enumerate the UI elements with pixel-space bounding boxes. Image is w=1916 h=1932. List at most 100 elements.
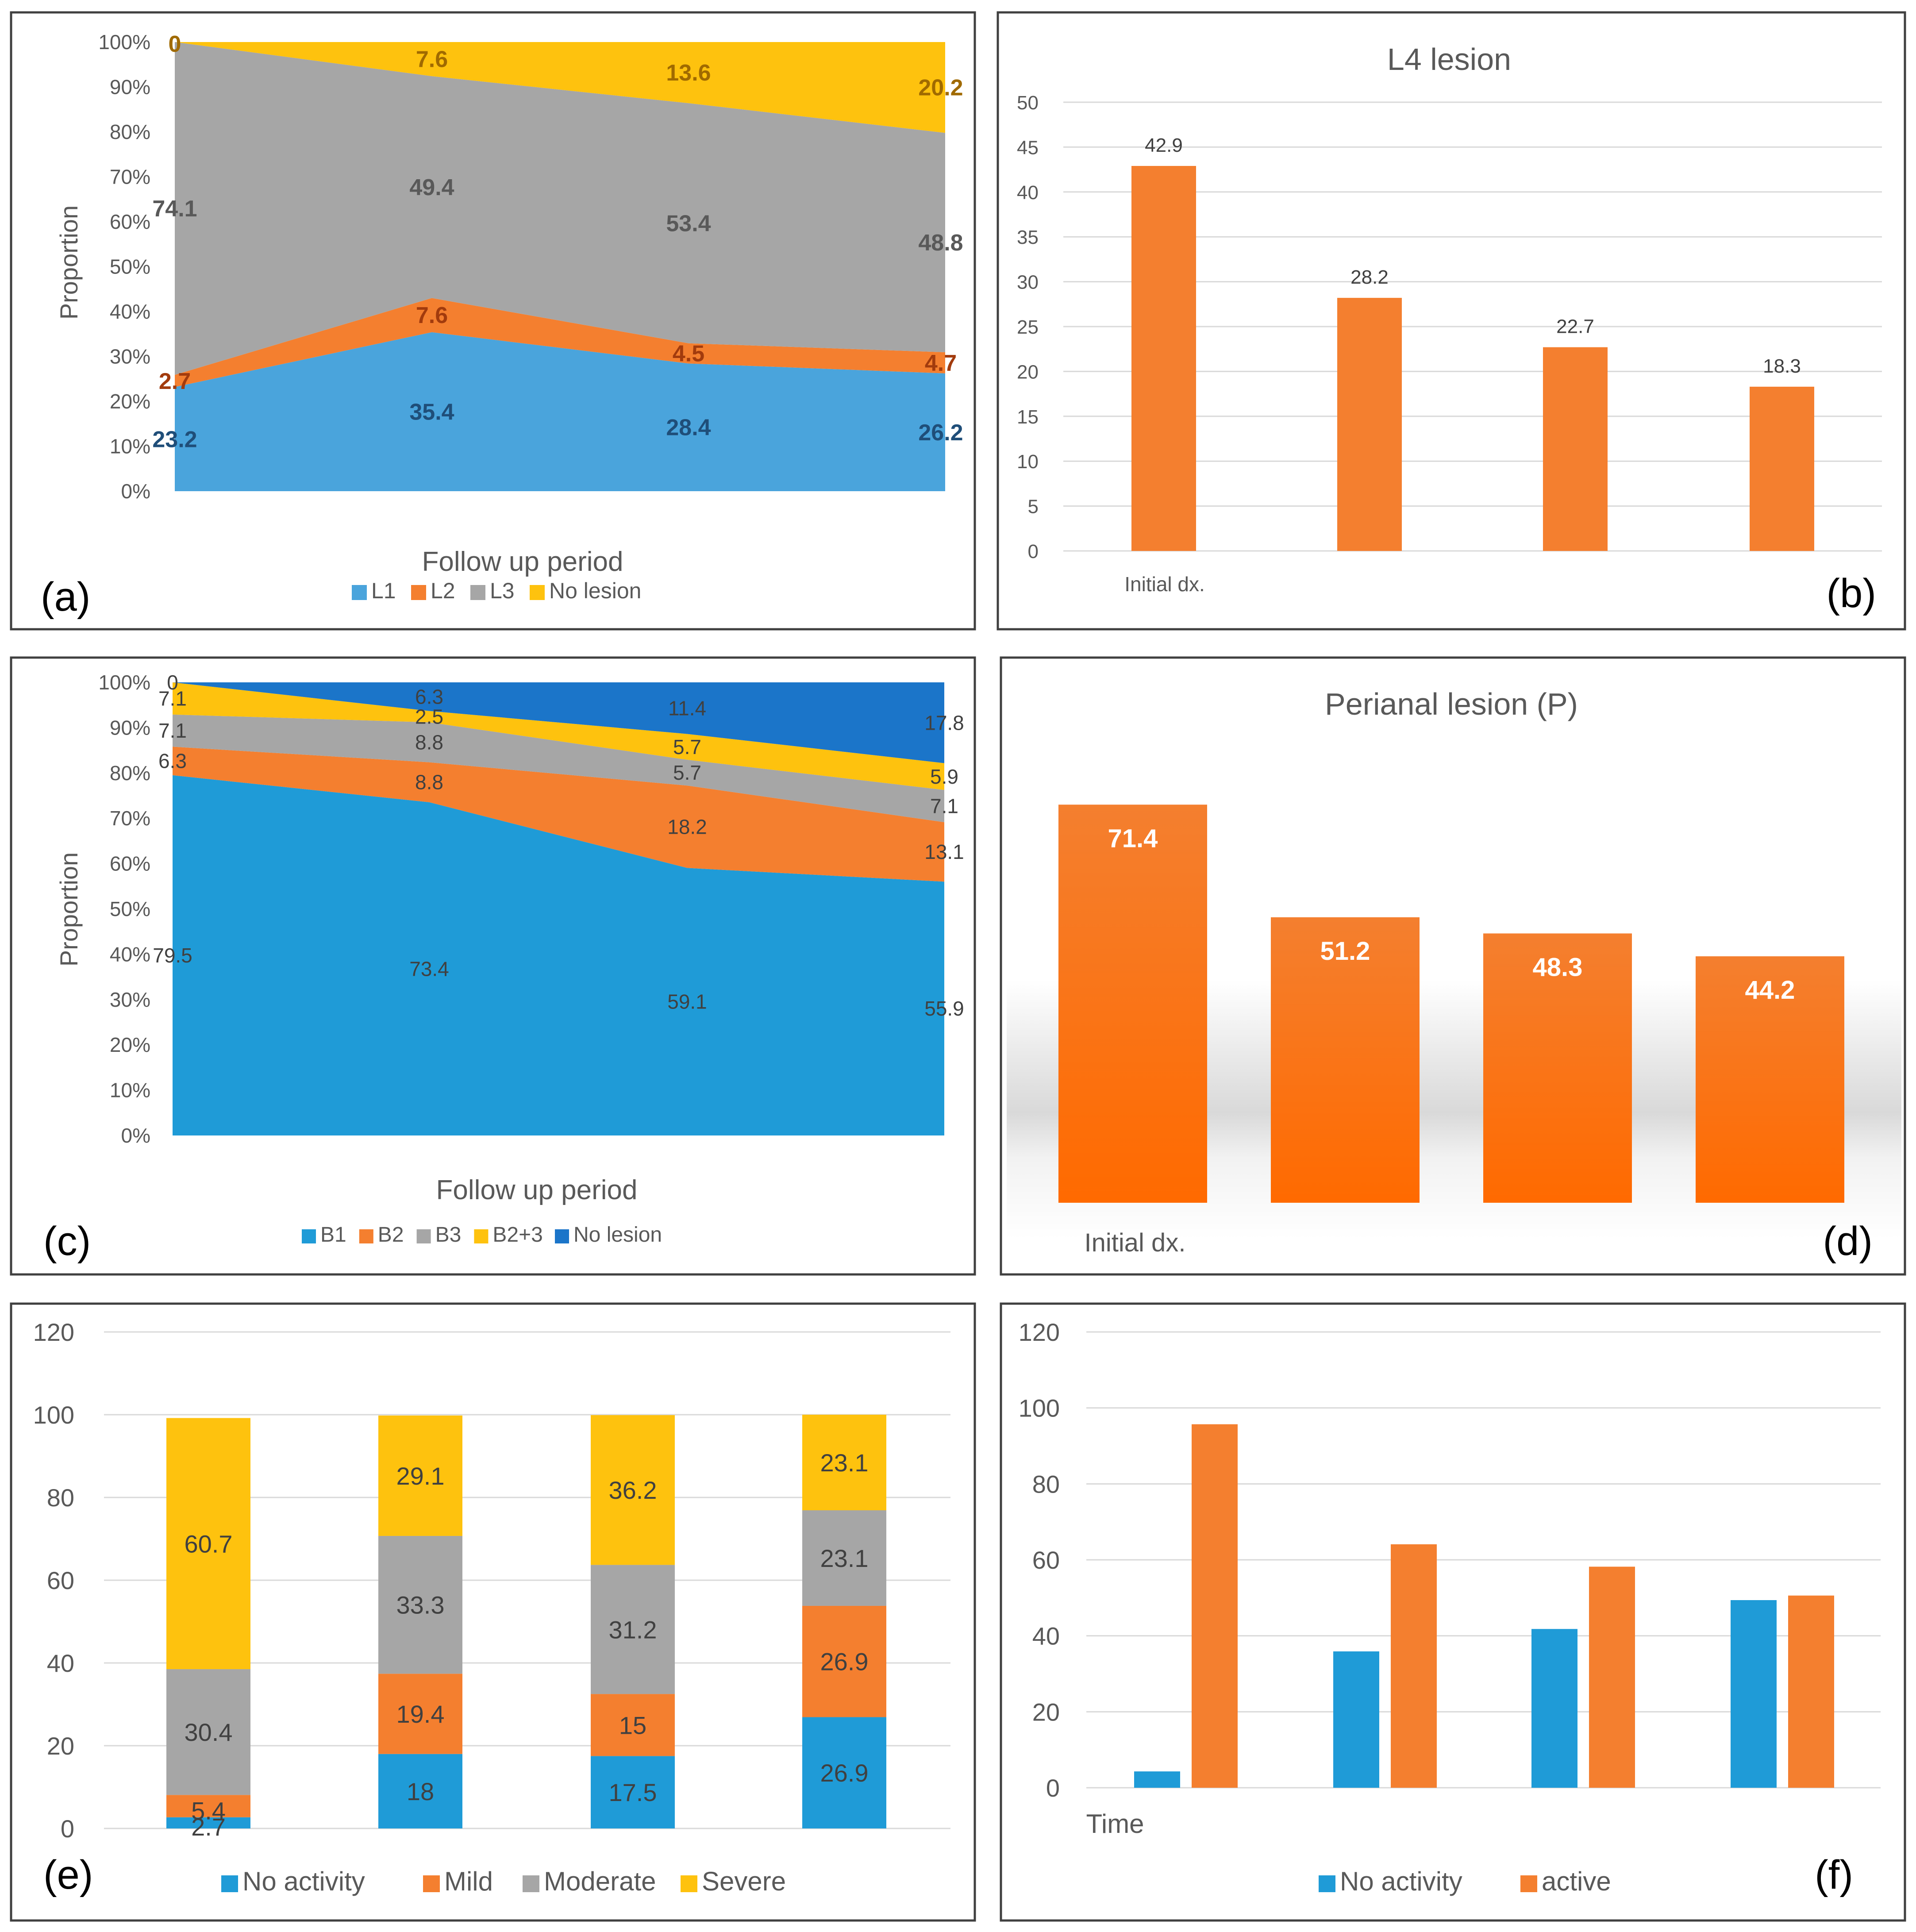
panel-f-chart: 120 100 80 60 40 20 0 Time No activity active (… bbox=[1019, 1318, 1881, 1897]
pc-data-label-b2: 6.3 bbox=[158, 750, 187, 773]
pe-bar-label-mild: 26.9 bbox=[820, 1648, 869, 1676]
pe-bar-label-no-activity: 18 bbox=[407, 1778, 434, 1805]
pa-legend-swatch-l3 bbox=[470, 585, 485, 600]
panel-d-category-label: Initial dx. bbox=[1085, 1228, 1186, 1257]
pe-legend-label-severe: Severe bbox=[702, 1867, 786, 1896]
pb-y-tick-label: 25 bbox=[1017, 316, 1039, 338]
pc-data-label-b3: 8.8 bbox=[415, 731, 443, 754]
panel-c-y-ticks: 100% 90% 80% 70% 60% 50% 40% 30% 20% 10% 0% bbox=[98, 671, 150, 1147]
panel-d-bars: 71.4 51.2 48.3 44.2 bbox=[1058, 804, 1844, 1203]
pe-bar-segment-no-activity bbox=[378, 1754, 462, 1828]
panel-e-legend: No activity Mild Moderate Severe bbox=[221, 1867, 786, 1896]
pa-data-label-l1: 28.4 bbox=[666, 415, 711, 441]
pe-bar-label-moderate: 33.3 bbox=[396, 1591, 445, 1619]
pa-data-label-l3: 49.4 bbox=[409, 175, 454, 200]
pf-legend-label-no-activity: No activity bbox=[1340, 1867, 1462, 1896]
pf-bar-active bbox=[1788, 1595, 1834, 1788]
pf-bar-active bbox=[1589, 1566, 1635, 1788]
pc-y-tick-label: 20% bbox=[110, 1033, 150, 1056]
pa-legend-label-no-lesion: No lesion bbox=[549, 578, 641, 603]
pf-bar-no-activity bbox=[1531, 1629, 1577, 1788]
panel-a-letter: (a) bbox=[41, 574, 90, 620]
pf-bar-no-activity bbox=[1333, 1651, 1379, 1788]
pe-legend-swatch-no-activity bbox=[221, 1875, 238, 1892]
pe-bar-segment-mild bbox=[802, 1605, 886, 1717]
pe-legend-label-mild: Mild bbox=[444, 1867, 493, 1896]
pe-legend-label-moderate: Moderate bbox=[544, 1867, 656, 1896]
pb-y-tick-label: 5 bbox=[1028, 496, 1039, 518]
pe-bar-label-no-activity: 2.7 bbox=[191, 1813, 226, 1841]
pe-legend-label-no-activity: No activity bbox=[242, 1867, 365, 1896]
pb-y-tick-label: 40 bbox=[1017, 182, 1039, 204]
pc-legend-swatch-b3 bbox=[416, 1229, 431, 1243]
pe-bar-segment-moderate bbox=[166, 1669, 250, 1795]
pc-y-tick-label: 100% bbox=[98, 671, 150, 694]
pc-legend-swatch-b2-3 bbox=[474, 1229, 489, 1243]
pa-legend-swatch-no-lesion bbox=[530, 585, 545, 600]
pb-y-tick-label: 15 bbox=[1017, 406, 1039, 428]
pe-bar-segment-moderate bbox=[802, 1510, 886, 1606]
panel-e-chart: 120 100 80 60 40 20 0 2.75.4 30.4 60.7 18 19.4 33.3… bbox=[33, 1318, 950, 1897]
pe-bar-label-moderate: 23.1 bbox=[820, 1544, 869, 1572]
pf-y-tick-label: 60 bbox=[1032, 1546, 1060, 1574]
pe-bar-segment-moderate bbox=[591, 1565, 675, 1694]
panel-c-y-axis-title: Proportion bbox=[55, 852, 83, 966]
pe-legend-swatch-mild bbox=[423, 1875, 440, 1892]
pa-legend-swatch-l2 bbox=[411, 585, 426, 600]
pe-bar-segment-mild bbox=[378, 1674, 462, 1754]
pa-data-label-l1: 35.4 bbox=[409, 399, 454, 425]
pa-y-tick-label: 60% bbox=[110, 210, 150, 233]
pc-data-label-b1: 59.1 bbox=[667, 990, 707, 1013]
pa-data-label-l2: 4.7 bbox=[925, 350, 957, 376]
pd-bar bbox=[1483, 933, 1632, 1203]
pc-y-tick-label: 0% bbox=[121, 1124, 150, 1147]
pb-y-tick-label: 0 bbox=[1028, 541, 1039, 562]
panel-f-letter: (f) bbox=[1815, 1852, 1853, 1897]
pe-bar-label-moderate: 30.4 bbox=[185, 1718, 233, 1746]
pf-bar-active bbox=[1192, 1424, 1238, 1788]
pc-area-b2-3 bbox=[173, 682, 944, 790]
pa-area-l3 bbox=[175, 42, 945, 375]
pc-data-label-b3: 7.1 bbox=[158, 719, 187, 742]
panel-a-frame bbox=[10, 11, 976, 631]
pd-bar bbox=[1271, 917, 1420, 1203]
pe-bar-segment-mild bbox=[591, 1694, 675, 1756]
pc-data-label-b3: 7.1 bbox=[930, 795, 958, 818]
pa-y-tick-label: 50% bbox=[110, 255, 150, 278]
pf-bar-active bbox=[1391, 1544, 1437, 1788]
pe-y-tick-label: 40 bbox=[47, 1649, 74, 1677]
pb-bar bbox=[1337, 298, 1402, 551]
pf-y-tick-label: 40 bbox=[1032, 1622, 1060, 1650]
pe-y-tick-label: 100 bbox=[33, 1401, 74, 1429]
pd-bar-label: 44.2 bbox=[1745, 976, 1795, 1004]
pf-bar-no-activity bbox=[1134, 1771, 1180, 1788]
pc-data-label-b2: 8.8 bbox=[415, 771, 443, 794]
pa-y-tick-label: 0% bbox=[121, 480, 150, 503]
pb-y-tick-label: 50 bbox=[1017, 92, 1039, 114]
pc-data-label-b2-3: 2.5 bbox=[415, 705, 443, 728]
pf-y-tick-label: 100 bbox=[1019, 1394, 1060, 1422]
pc-area-no-lesion bbox=[173, 682, 944, 763]
pc-data-label-b3: 5.7 bbox=[673, 761, 701, 784]
pe-bar-segment-mild bbox=[166, 1795, 250, 1817]
pe-bar-label-no-activity: 17.5 bbox=[609, 1778, 657, 1806]
pb-y-tick-label: 45 bbox=[1017, 137, 1039, 158]
panel-f-frame bbox=[1000, 1302, 1906, 1922]
pc-legend-label-b2: B2 bbox=[378, 1223, 404, 1247]
pe-y-tick-label: 0 bbox=[61, 1815, 74, 1843]
panel-d-frame bbox=[1000, 656, 1906, 1276]
pa-area-l1 bbox=[175, 332, 945, 491]
pc-y-tick-label: 90% bbox=[110, 716, 150, 739]
pc-y-tick-label: 40% bbox=[110, 943, 150, 966]
pe-legend-swatch-severe bbox=[681, 1875, 697, 1892]
pf-legend-label-active: active bbox=[1542, 1867, 1611, 1896]
pa-y-tick-label: 70% bbox=[110, 165, 150, 189]
pe-y-tick-label: 20 bbox=[47, 1732, 74, 1760]
panel-c-letter: (c) bbox=[43, 1219, 91, 1264]
pe-y-tick-label: 60 bbox=[47, 1566, 74, 1594]
pa-data-label-l2: 4.5 bbox=[673, 341, 704, 367]
pa-y-tick-label: 40% bbox=[110, 300, 150, 323]
pe-bar-segment-no-activity bbox=[591, 1756, 675, 1828]
pc-legend-swatch-b1 bbox=[302, 1229, 316, 1243]
pe-bar-label-no-activity: 26.9 bbox=[820, 1759, 869, 1787]
